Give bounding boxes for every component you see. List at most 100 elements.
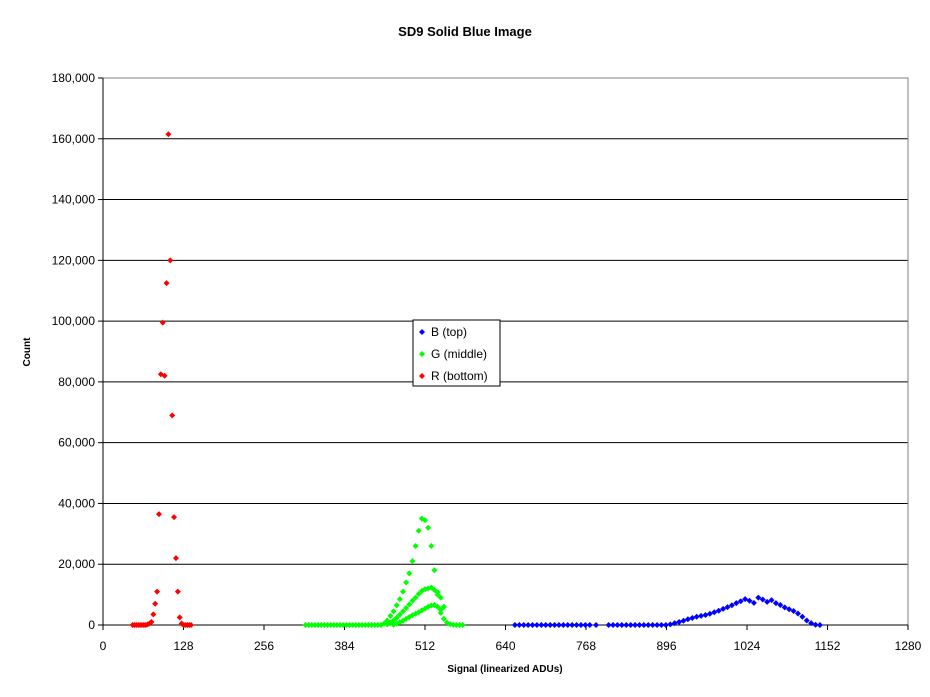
data-point: [365, 622, 372, 628]
data-point: [520, 622, 527, 628]
data-point: [333, 622, 340, 628]
data-point: [623, 622, 630, 628]
data-point: [188, 622, 195, 628]
data-point: [750, 599, 757, 606]
data-point: [324, 622, 331, 628]
data-point: [715, 607, 722, 614]
data-point: [434, 603, 441, 610]
x-tick-label: 640: [495, 639, 515, 653]
data-point: [794, 610, 801, 617]
data-point: [737, 598, 744, 605]
data-point: [355, 622, 362, 628]
data-point: [645, 622, 652, 628]
data-point: [305, 622, 312, 628]
data-point: [412, 542, 419, 549]
data-point: [159, 319, 166, 326]
data-point: [425, 524, 432, 531]
series: [129, 131, 195, 628]
data-point: [368, 622, 375, 628]
data-point: [671, 620, 678, 627]
data-point: [399, 588, 406, 595]
data-point: [640, 622, 647, 628]
data-point: [676, 618, 683, 625]
x-tick-label: 1024: [734, 639, 761, 653]
data-point: [542, 622, 549, 628]
data-point: [440, 615, 447, 622]
data-point: [302, 622, 309, 628]
data-point: [605, 622, 612, 628]
legend-marker: [419, 351, 425, 357]
data-point: [777, 601, 784, 608]
data-point: [662, 622, 669, 628]
data-point: [409, 558, 416, 565]
data-point: [790, 608, 797, 615]
y-tick-label: 120,000: [52, 253, 96, 267]
data-point: [667, 621, 674, 628]
x-axis: 0 128 256 384 512 640 768 896 1024 1152 1280: [100, 624, 922, 653]
data-point: [327, 622, 334, 628]
data-point: [352, 622, 359, 628]
data-point: [161, 372, 168, 379]
y-tick-label: 0: [88, 618, 95, 632]
data-point: [698, 612, 705, 619]
data-point: [525, 622, 532, 628]
data-point: [148, 618, 155, 625]
y-tick-label: 140,000: [52, 193, 96, 207]
data-point: [337, 622, 344, 628]
data-point: [569, 622, 576, 628]
data-point: [393, 614, 400, 621]
data-point: [396, 611, 403, 618]
y-tick-label: 180,000: [52, 71, 96, 85]
data-point: [453, 622, 460, 628]
data-point: [728, 602, 735, 609]
data-point: [533, 622, 540, 628]
data-point: [311, 622, 318, 628]
data-point: [406, 601, 413, 608]
data-point: [415, 591, 422, 598]
data-point: [564, 622, 571, 628]
legend-label: B (top): [431, 325, 467, 339]
gridlines: [103, 77, 908, 565]
data-point: [167, 257, 174, 264]
data-point: [343, 622, 350, 628]
legend-label: G (middle): [431, 347, 487, 361]
data-point: [781, 604, 788, 611]
data-point: [431, 567, 438, 574]
data-point: [359, 622, 366, 628]
data-point: [362, 622, 369, 628]
data-point: [547, 622, 554, 628]
series: [511, 594, 823, 628]
data-point: [733, 600, 740, 607]
x-tick-label: 768: [576, 639, 596, 653]
data-point: [315, 622, 322, 628]
x-tick-label: 896: [656, 639, 676, 653]
data-point: [390, 608, 397, 615]
data-point: [150, 611, 157, 618]
data-point: [437, 594, 444, 601]
data-point: [538, 622, 545, 628]
data-point: [618, 622, 625, 628]
x-tick-label: 256: [254, 639, 274, 653]
data-point: [649, 622, 656, 628]
data-point: [720, 605, 727, 612]
x-axis-title: Signal (linearized ADUs): [447, 664, 562, 675]
data-point: [724, 604, 731, 611]
data-point: [693, 613, 700, 620]
data-point: [636, 622, 643, 628]
data-point: [627, 622, 634, 628]
x-tick-label: 384: [334, 639, 354, 653]
data-point: [551, 622, 558, 628]
data-point: [399, 608, 406, 615]
data-point: [654, 622, 661, 628]
data-point: [816, 622, 823, 628]
legend: B (top) G (middle) R (bottom): [412, 319, 501, 387]
data-point: [632, 622, 639, 628]
series: [302, 515, 466, 628]
data-point: [437, 606, 444, 613]
data-point: [555, 622, 562, 628]
data-point: [176, 614, 183, 621]
data-point: [171, 514, 178, 521]
data-point: [614, 622, 621, 628]
x-tick-label: 1152: [815, 639, 841, 653]
data-point: [396, 596, 403, 603]
